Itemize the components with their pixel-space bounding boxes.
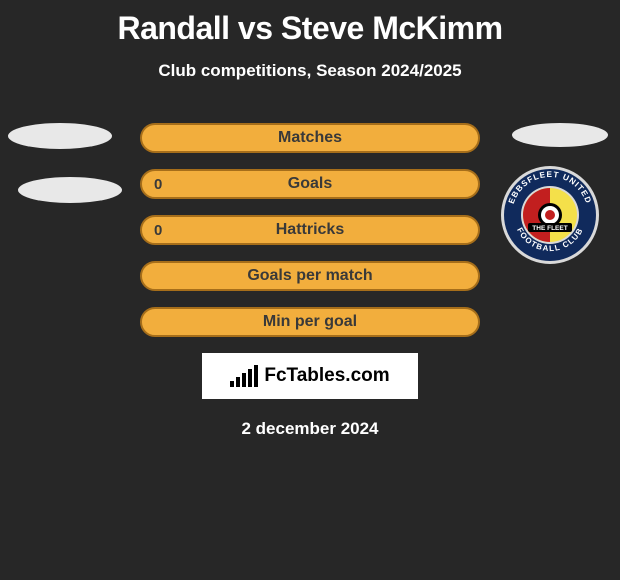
stat-bar: Matches: [140, 123, 480, 153]
stat-bar-label: Hattricks: [276, 221, 344, 239]
stat-bar-left-value: 0: [154, 176, 162, 193]
stats-area: EBBSFLEET UNITED FOOTBALL CLUB THE FLEET…: [0, 123, 620, 337]
footer-brand-text: FcTables.com: [264, 365, 389, 387]
stat-bar: Min per goal: [140, 307, 480, 337]
player-left-placeholder-1: [8, 123, 112, 149]
subtitle: Club competitions, Season 2024/2025: [0, 61, 620, 81]
footer-date: 2 december 2024: [0, 419, 620, 439]
player-right-placeholder-1: [512, 123, 608, 147]
player-left-placeholder-2: [18, 177, 122, 203]
stat-bar: Hattricks 0: [140, 215, 480, 245]
stat-bar-label: Matches: [278, 129, 342, 147]
stat-bar: Goals per match: [140, 261, 480, 291]
stat-bars: Matches Goals 0 Hattricks 0 Goals per match Mi…: [140, 123, 480, 337]
page-title: Randall vs Steve McKimm: [0, 0, 620, 47]
club-crest: EBBSFLEET UNITED FOOTBALL CLUB THE FLEET: [500, 165, 600, 265]
stat-bar-label: Goals per match: [247, 267, 372, 285]
stat-bar-label: Min per goal: [263, 313, 357, 331]
crest-inner-text: THE FLEET: [532, 225, 567, 232]
stat-bar-label: Goals: [288, 175, 332, 193]
footer-brand: FcTables.com: [202, 353, 418, 399]
stat-bar: Goals 0: [140, 169, 480, 199]
stat-bar-left-value: 0: [154, 222, 162, 239]
signal-icon: [230, 365, 260, 387]
